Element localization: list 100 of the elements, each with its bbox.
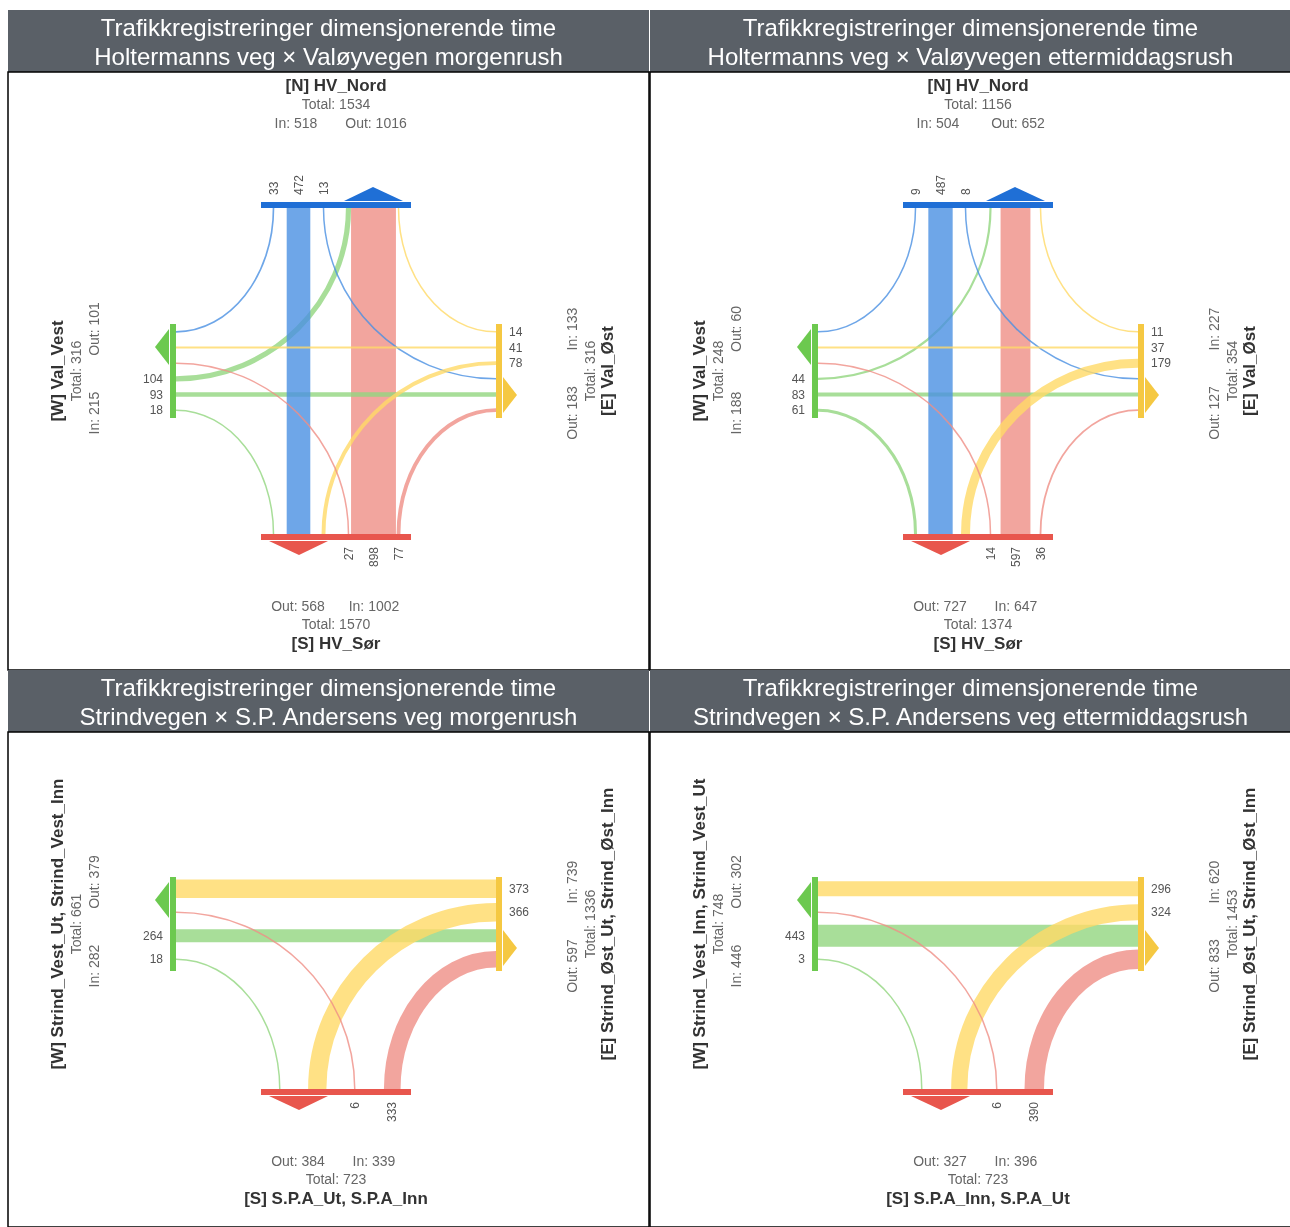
text: Total: 1156 [944,96,1012,112]
text: Trafikkregistreringer dimensjonerende time [100,674,557,701]
text: In: 188 [728,391,744,435]
category-label: [N] HV_Nord [927,76,1029,95]
text: In: 227 [1206,307,1222,351]
text: Total: 248 [710,340,726,402]
data-label: 83 [791,387,806,402]
text: Out: 597 [564,938,580,993]
category-label: [S] HV_Sør [291,634,381,653]
data-label: 18 [149,952,164,967]
data-label: 3 [798,952,806,967]
category-label: [S] S.P.A_Ut, S.P.A_Inn [244,1189,428,1208]
text: Total: 316 [582,340,598,402]
text: Out: 60 [728,305,744,352]
text: In: 647 [994,598,1038,614]
data-label: 77 [391,546,406,561]
data-label: 13 [316,181,331,195]
text: Holtermanns veg × Valøyvegen ettermiddagsrush [707,43,1234,70]
data-label: 333 [385,1101,400,1123]
data-label: 36 [1033,546,1048,561]
text: In: 739 [564,860,580,904]
text: Out: 302 [728,854,744,909]
data-label: 104 [142,371,164,386]
data-label: 390 [1027,1101,1042,1123]
text: Out: 384 [271,1153,326,1169]
data-label: 324 [1151,905,1172,920]
data-label: 27 [341,546,356,561]
text: In: 339 [352,1153,396,1169]
text: In: 282 [86,944,102,988]
data-label: 14 [509,324,523,339]
text: Total: 1374 [943,616,1013,632]
data-label: 6 [989,1101,1004,1109]
text: In: 620 [1206,860,1222,904]
category-label: [W] Strind_Vest_Inn, Strind_Vest_Ut [690,778,709,1070]
category-label: [S] HV_Sør [933,634,1023,653]
text: Out: 833 [1206,938,1222,993]
category-label: [S] S.P.A_Inn, S.P.A_Ut [886,1189,1071,1208]
data-label: 41 [509,340,523,355]
text: Trafikkregistreringer dimensjonerende time [742,674,1199,701]
category-label: [E] Strind_Øst_Ut, Strind_Øst_Inn [1240,787,1259,1061]
data-label: 6 [347,1101,362,1109]
data-label: 9 [908,188,923,195]
text: Trafikkregistreringer dimensjonerende time [100,14,557,41]
category-label: [N] HV_Nord [285,76,387,95]
text: Strindvegen × S.P. Andersens veg morgenrush [79,703,578,730]
text: In: 518 [274,115,318,131]
data-label: 33 [266,181,281,195]
data-label: 44 [791,371,806,386]
data-label: 597 [1008,546,1023,568]
text: In: 504 [916,115,960,131]
text: Total: 1336 [582,889,598,959]
category-label: [W] Strind_Vest_Ut, Strind_Vest_Inn [48,778,67,1070]
text: Out: 568 [271,598,326,614]
text: Out: 379 [86,854,102,909]
text: Out: 727 [913,598,968,614]
data-label: 472 [291,174,306,195]
data-label: 61 [791,403,806,418]
category-label: [W] Val_Vest [690,320,709,422]
data-label: 296 [1151,881,1172,896]
text: In: 1002 [348,598,400,614]
data-label: 11 [1151,324,1164,339]
category-label: [E] Strind_Øst_Ut, Strind_Øst_Inn [598,787,617,1061]
data-label: 14 [983,546,998,561]
text: Out: 327 [913,1153,968,1169]
text: In: 446 [728,944,744,988]
data-label: 373 [509,881,530,896]
text: In: 133 [564,307,580,351]
text: Total: 354 [1224,340,1240,402]
data-label: 898 [366,546,381,568]
category-label: [E] Val_Øst [1240,325,1259,416]
text: Out: 101 [86,301,102,356]
data-label: 366 [509,905,530,920]
text: Total: 1453 [1224,889,1240,959]
text: Total: 723 [947,1171,1009,1187]
text: Out: 1016 [345,115,407,131]
text: Out: 183 [564,385,580,440]
text: Total: 723 [305,1171,367,1187]
text: Strindvegen × S.P. Andersens veg ettermiddagsrush [692,703,1249,730]
text: In: 215 [86,391,102,435]
data-label: 78 [509,356,523,371]
text: Total: 1570 [301,616,371,632]
text: In: 396 [994,1153,1038,1169]
data-label: 37 [1151,340,1165,355]
category-label: [E] Val_Øst [598,325,617,416]
data-label: 8 [958,188,973,195]
category-label: [W] Val_Vest [48,320,67,422]
text: Trafikkregistreringer dimensjonerende time [742,14,1199,41]
data-label: 93 [149,387,164,402]
text: Total: 748 [710,893,726,955]
text: Out: 652 [991,115,1046,131]
text: Out: 127 [1206,385,1222,440]
data-label: 264 [142,928,164,943]
data-label: 18 [149,403,164,418]
text: Total: 316 [68,340,84,402]
text: Total: 1534 [301,96,371,112]
data-label: 179 [1151,356,1172,371]
data-label: 487 [933,174,948,195]
text: Holtermanns veg × Valøyvegen morgenrush [94,43,563,70]
text: Total: 661 [68,893,84,955]
data-label: 443 [784,928,806,943]
